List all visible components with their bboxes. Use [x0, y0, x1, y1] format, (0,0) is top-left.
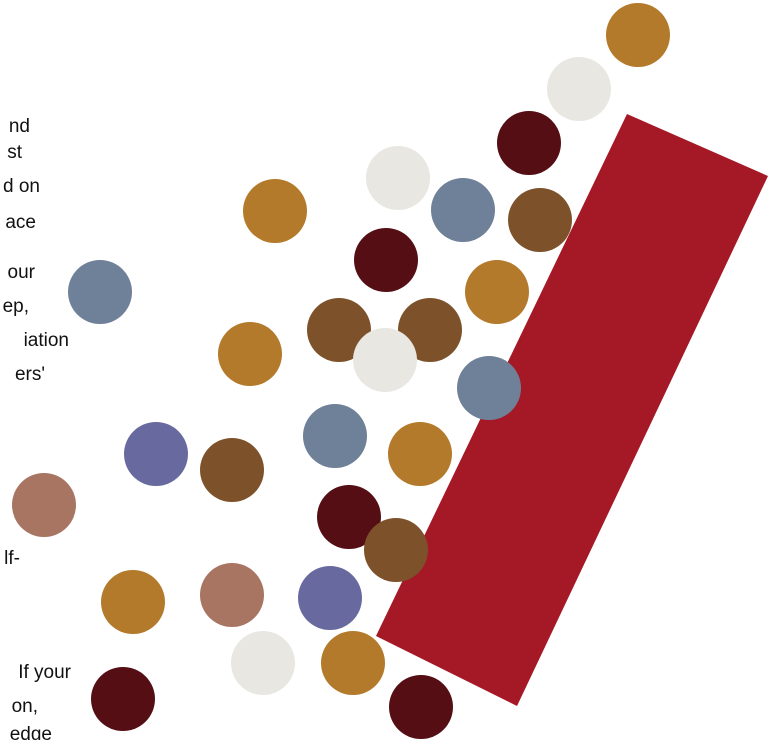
dot-dusty-rose — [200, 563, 264, 627]
text-fragment: edge — [9, 724, 52, 740]
dot-dark-maroon — [91, 667, 155, 731]
text-fragment: nd — [8, 116, 30, 137]
text-fragment: lf- — [4, 548, 20, 569]
dot-gold — [465, 260, 529, 324]
dot-brown — [508, 188, 572, 252]
dot-gold — [101, 570, 165, 634]
dot-gold — [321, 631, 385, 695]
dot-gold — [388, 422, 452, 486]
dot-purple — [124, 422, 188, 486]
dot-brown — [200, 438, 264, 502]
dot-gold — [218, 322, 282, 386]
text-fragment: ace — [5, 212, 36, 233]
dot-slate-blue — [431, 178, 495, 242]
text-fragment: st — [7, 142, 22, 163]
dot-brown — [364, 518, 428, 582]
dot-dark-maroon — [354, 228, 418, 292]
dot-slate-blue — [303, 404, 367, 468]
text-fragment: iation — [23, 330, 69, 351]
dot-dusty-rose — [12, 473, 76, 537]
dot-light-gray — [547, 57, 611, 121]
dot-purple — [298, 566, 362, 630]
red-bar-shape — [376, 114, 768, 706]
dot-dark-maroon — [389, 675, 453, 739]
dot-gold — [243, 179, 307, 243]
text-fragment: If your — [18, 662, 71, 683]
dot-light-gray — [231, 631, 295, 695]
dot-slate-blue — [68, 260, 132, 324]
dot-light-gray — [353, 328, 417, 392]
text-fragment: ep, — [2, 296, 29, 317]
text-fragment: d on — [3, 176, 40, 197]
text-fragment: on, — [11, 696, 38, 717]
dot-gold — [606, 3, 670, 67]
dot-dark-maroon — [497, 111, 561, 175]
text-fragment: ers' — [14, 364, 45, 385]
dot-light-gray — [366, 146, 430, 210]
text-fragment: our — [7, 262, 35, 283]
dot-slate-blue — [457, 356, 521, 420]
